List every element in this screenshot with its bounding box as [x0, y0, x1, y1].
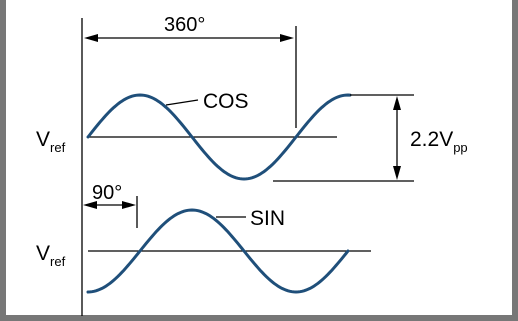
cos-label-leader: [165, 99, 199, 106]
amplitude-label: 2.2Vpp: [410, 128, 468, 155]
period-arrow-right: [280, 34, 294, 42]
phase-arrow-right: [122, 201, 136, 209]
phase-arrow-left: [83, 201, 97, 209]
vref-label-bottom: Vref: [36, 242, 66, 269]
sin-waveform: [86, 208, 350, 294]
amplitude-arrow-down: [393, 166, 401, 180]
waveform-diagram: 360° COS Vref 2.2Vpp 90° SIN: [36, 14, 468, 316]
period-arrow-left: [84, 34, 98, 42]
amplitude-arrow-up: [393, 96, 401, 110]
cos-waveform: [86, 93, 352, 181]
cos-label: COS: [203, 90, 249, 113]
vref-label-top: Vref: [36, 128, 66, 155]
sin-label: SIN: [250, 207, 285, 230]
phase-label: 90°: [92, 182, 122, 204]
period-label: 360°: [164, 14, 205, 36]
